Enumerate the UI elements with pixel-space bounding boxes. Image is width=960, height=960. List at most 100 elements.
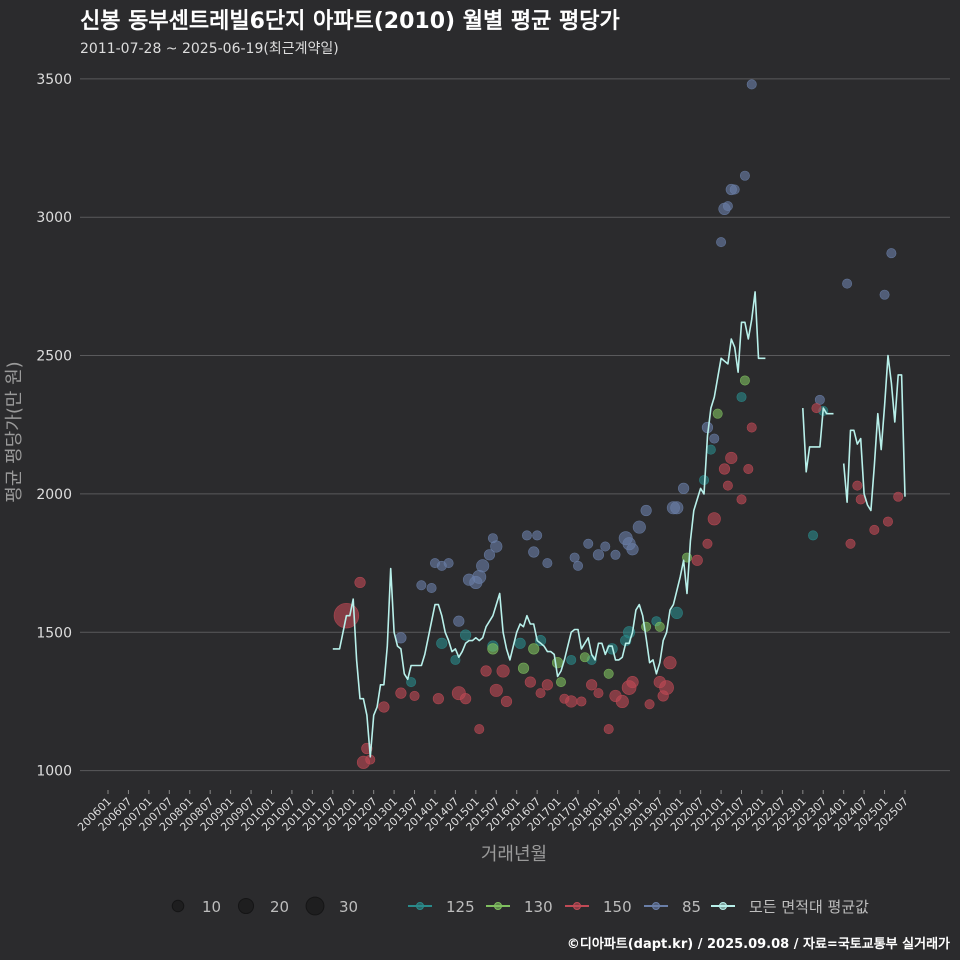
point-85 (842, 278, 853, 289)
point-85 (569, 552, 580, 563)
point-85 (483, 549, 496, 561)
point-150 (603, 724, 614, 735)
point-150 (893, 491, 904, 502)
y-tick-label: 1000 (36, 764, 72, 780)
point-85 (395, 632, 407, 644)
legend: 10 20 30 125 130 150 85 모든 면적대 평균값 (171, 896, 869, 916)
point-125 (514, 637, 526, 649)
point-85 (640, 504, 652, 517)
point-150 (746, 422, 757, 433)
point-85 (670, 501, 684, 515)
point-150 (707, 512, 721, 526)
point-150 (576, 696, 587, 707)
point-125 (808, 530, 819, 541)
point-85 (592, 549, 605, 561)
point-85 (879, 289, 890, 300)
point-150 (852, 480, 863, 491)
y-tick-label: 3500 (36, 72, 72, 88)
point-150 (722, 480, 733, 491)
point-125 (566, 654, 577, 665)
point-130 (517, 662, 530, 674)
average-line-segment (842, 354, 906, 512)
point-150 (586, 679, 598, 691)
point-150 (474, 724, 485, 735)
point-125 (436, 637, 448, 649)
average-line (332, 291, 906, 758)
point-85 (416, 580, 427, 591)
point-150 (460, 693, 472, 705)
point-125 (534, 634, 547, 647)
point-85 (814, 394, 825, 405)
y-tick-label: 1500 (36, 625, 72, 641)
grid-lines (80, 78, 950, 772)
point-150 (736, 494, 747, 505)
point-150 (535, 688, 546, 699)
legend-size-label: 30 (339, 898, 358, 916)
point-85 (722, 201, 733, 212)
point-150 (644, 699, 655, 710)
point-85 (573, 560, 584, 571)
point-85 (610, 549, 621, 560)
point-130 (528, 643, 540, 655)
point-150 (615, 694, 629, 708)
point-130 (556, 677, 566, 688)
point-130 (551, 657, 564, 669)
point-150 (432, 693, 444, 705)
point-150 (811, 403, 822, 414)
point-130 (487, 643, 499, 655)
point-85 (487, 533, 498, 544)
point-85 (739, 170, 750, 181)
point-85 (600, 541, 611, 552)
point-150 (354, 576, 366, 589)
point-150 (626, 675, 639, 689)
point-85 (626, 543, 639, 556)
point-125 (450, 654, 461, 665)
point-85 (678, 482, 690, 494)
point-85 (886, 248, 897, 259)
point-85 (746, 79, 757, 90)
point-150 (725, 451, 738, 465)
point-130 (641, 621, 652, 632)
point-125 (460, 629, 472, 641)
point-85 (542, 558, 553, 569)
chart-subtitle: 2011-07-28 ~ 2025-06-19(최근계약일) (80, 41, 339, 57)
y-tick-label: 3000 (36, 210, 72, 226)
point-85 (528, 546, 540, 558)
legend-size-circle (305, 896, 325, 916)
legend-key-dot (573, 902, 581, 910)
point-150 (541, 679, 553, 691)
point-85 (532, 530, 543, 541)
point-125 (670, 606, 683, 620)
point-150 (593, 688, 604, 699)
legend-key-dot (652, 902, 660, 910)
point-150 (663, 656, 677, 670)
chart-title: 신봉 동부센트레빌6단지 아파트(2010) 월별 평균 평당가 (80, 9, 620, 34)
y-axis-label: 평균 평당가(만 원) (4, 361, 25, 502)
point-85 (583, 538, 594, 549)
y-tick-label: 2000 (36, 487, 72, 503)
point-150 (500, 695, 513, 708)
point-130 (579, 652, 590, 663)
y-tick-labels: 1000 1500 2000 2500 3000 3500 (36, 72, 72, 780)
point-150 (702, 538, 713, 549)
point-150 (565, 695, 578, 708)
legend-size-circle (171, 899, 185, 913)
point-150 (395, 687, 407, 699)
point-150 (743, 464, 754, 474)
point-85 (729, 184, 740, 195)
point-125 (406, 677, 417, 688)
legend-series-label: 85 (682, 898, 701, 916)
point-150 (869, 524, 880, 535)
point-150 (659, 680, 674, 695)
point-150 (409, 690, 420, 701)
point-85 (443, 558, 454, 569)
point-150 (378, 701, 390, 713)
point-130 (712, 408, 723, 419)
point-130 (603, 668, 614, 679)
point-150 (691, 554, 703, 566)
x-axis-label: 거래년월 (481, 844, 547, 865)
point-85 (709, 433, 720, 444)
legend-size-label: 20 (270, 898, 289, 916)
